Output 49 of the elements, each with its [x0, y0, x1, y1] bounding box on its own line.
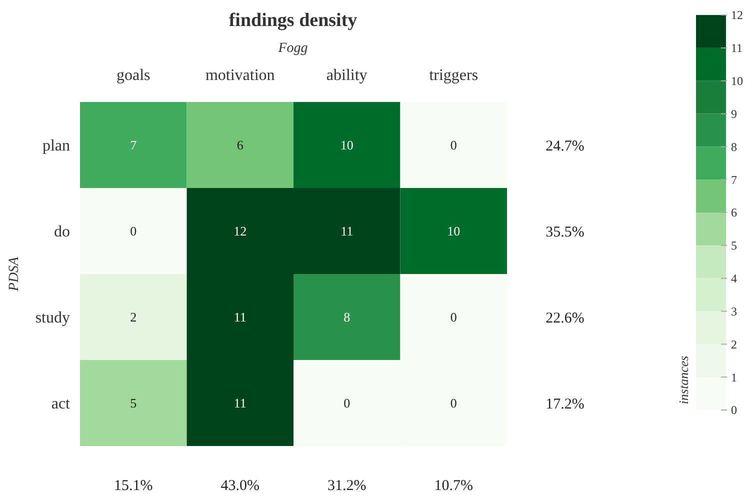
x-tick-label: triggers	[429, 67, 478, 84]
data-label: 0	[450, 396, 457, 411]
y-axis-title: PDSA	[7, 256, 22, 292]
y2-tick-label: 17.2%	[546, 396, 584, 412]
color-bar-label: 5	[731, 238, 737, 253]
text: 10.7%	[434, 478, 473, 494]
data-label: 5	[130, 396, 137, 411]
color-bar-label: 9	[731, 106, 737, 121]
y-tick-label: do	[54, 224, 70, 241]
text: 31.2%	[328, 478, 366, 494]
chart-title: findings density	[228, 10, 358, 31]
color-bar-label: 11	[731, 41, 743, 56]
y-tick-label: plan	[42, 138, 70, 155]
data-label: 10	[340, 138, 354, 153]
text: 43.0%	[220, 478, 260, 494]
color-bar-label: 4	[731, 272, 737, 286]
data-label: 12	[234, 224, 247, 239]
color-bar-label: 12	[731, 8, 743, 22]
data-label: 11	[234, 310, 246, 325]
x-axis-title: Fogg	[277, 41, 308, 56]
data-label: 0	[344, 396, 350, 411]
color-bar-label: 2	[731, 337, 737, 352]
x-tick-label: ability	[326, 67, 368, 84]
data-label: 11	[234, 396, 246, 411]
data-label: 0	[450, 310, 457, 325]
data-label: 10	[447, 224, 460, 239]
color-bar-label: 7	[731, 172, 737, 187]
color-bar-label: 0	[731, 403, 737, 418]
data-label: 8	[344, 310, 350, 325]
color-bar-label: 6	[731, 206, 737, 220]
data-label: 6	[236, 138, 244, 153]
y2-tick-label: 24.7%	[546, 138, 584, 154]
y2-tick-label: 35.5%	[546, 224, 584, 240]
data-label: 2	[130, 310, 137, 325]
data-label: 0	[130, 224, 137, 239]
color-bar-label: 10	[731, 74, 743, 88]
data-label: 0	[450, 138, 457, 153]
color-bar-label: 8	[731, 140, 737, 154]
x-tick-label: goals	[116, 67, 150, 84]
color-bar-label: 3	[731, 304, 737, 318]
data-label: 7	[130, 138, 138, 153]
color-bar-label: 1	[731, 370, 737, 384]
x-tick-label: motivation	[205, 67, 275, 84]
text: 15.1%	[114, 478, 153, 494]
color-bar-title: instances	[676, 356, 691, 404]
data-label: 11	[340, 224, 354, 239]
y-tick-label: study	[35, 310, 70, 327]
y2-tick-label: 22.6%	[546, 310, 584, 326]
y-tick-label: act	[51, 396, 71, 413]
